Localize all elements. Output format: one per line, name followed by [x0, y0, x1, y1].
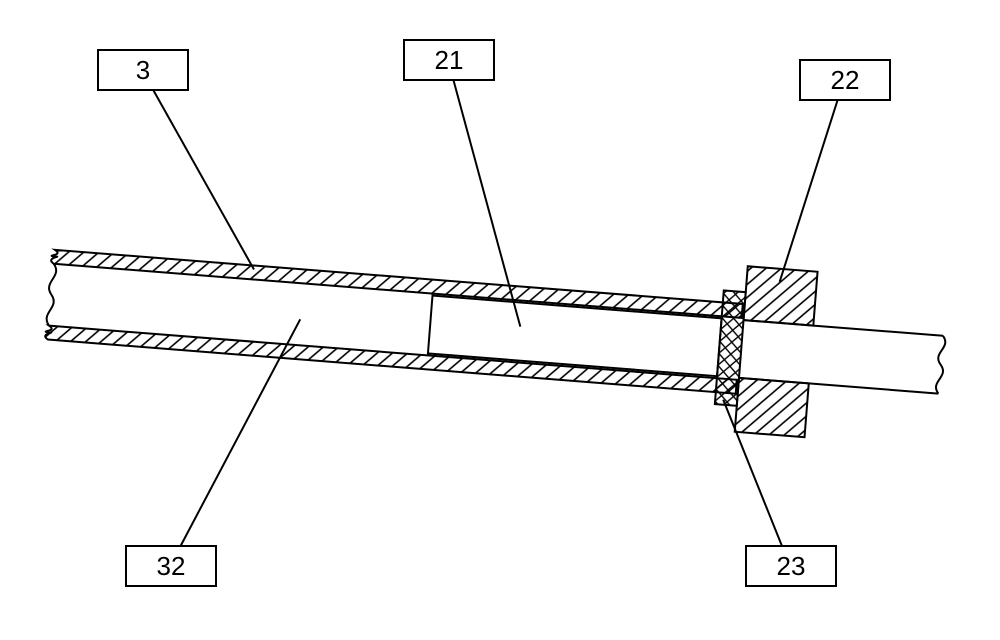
- leader-diag-3: [142, 70, 254, 270]
- label-text-23: 23: [777, 551, 806, 581]
- tube-left-break: [46, 264, 57, 326]
- label-text-3: 3: [136, 55, 150, 85]
- flange-upper-22: [744, 266, 818, 325]
- label-text-32: 32: [157, 551, 186, 581]
- leader-diag-22: [780, 80, 844, 282]
- tube-upper-wall: [51, 250, 743, 318]
- leader-diag-32: [170, 319, 300, 566]
- right-shaft-top: [813, 326, 943, 336]
- right-shaft-bot: [809, 383, 939, 393]
- right-shaft-break: [935, 336, 945, 394]
- engineering-diagram: 3 21 22 32 23: [0, 0, 1000, 640]
- flange-lower-22: [735, 378, 809, 437]
- label-text-21: 21: [435, 45, 464, 75]
- label-text-22: 22: [831, 65, 860, 95]
